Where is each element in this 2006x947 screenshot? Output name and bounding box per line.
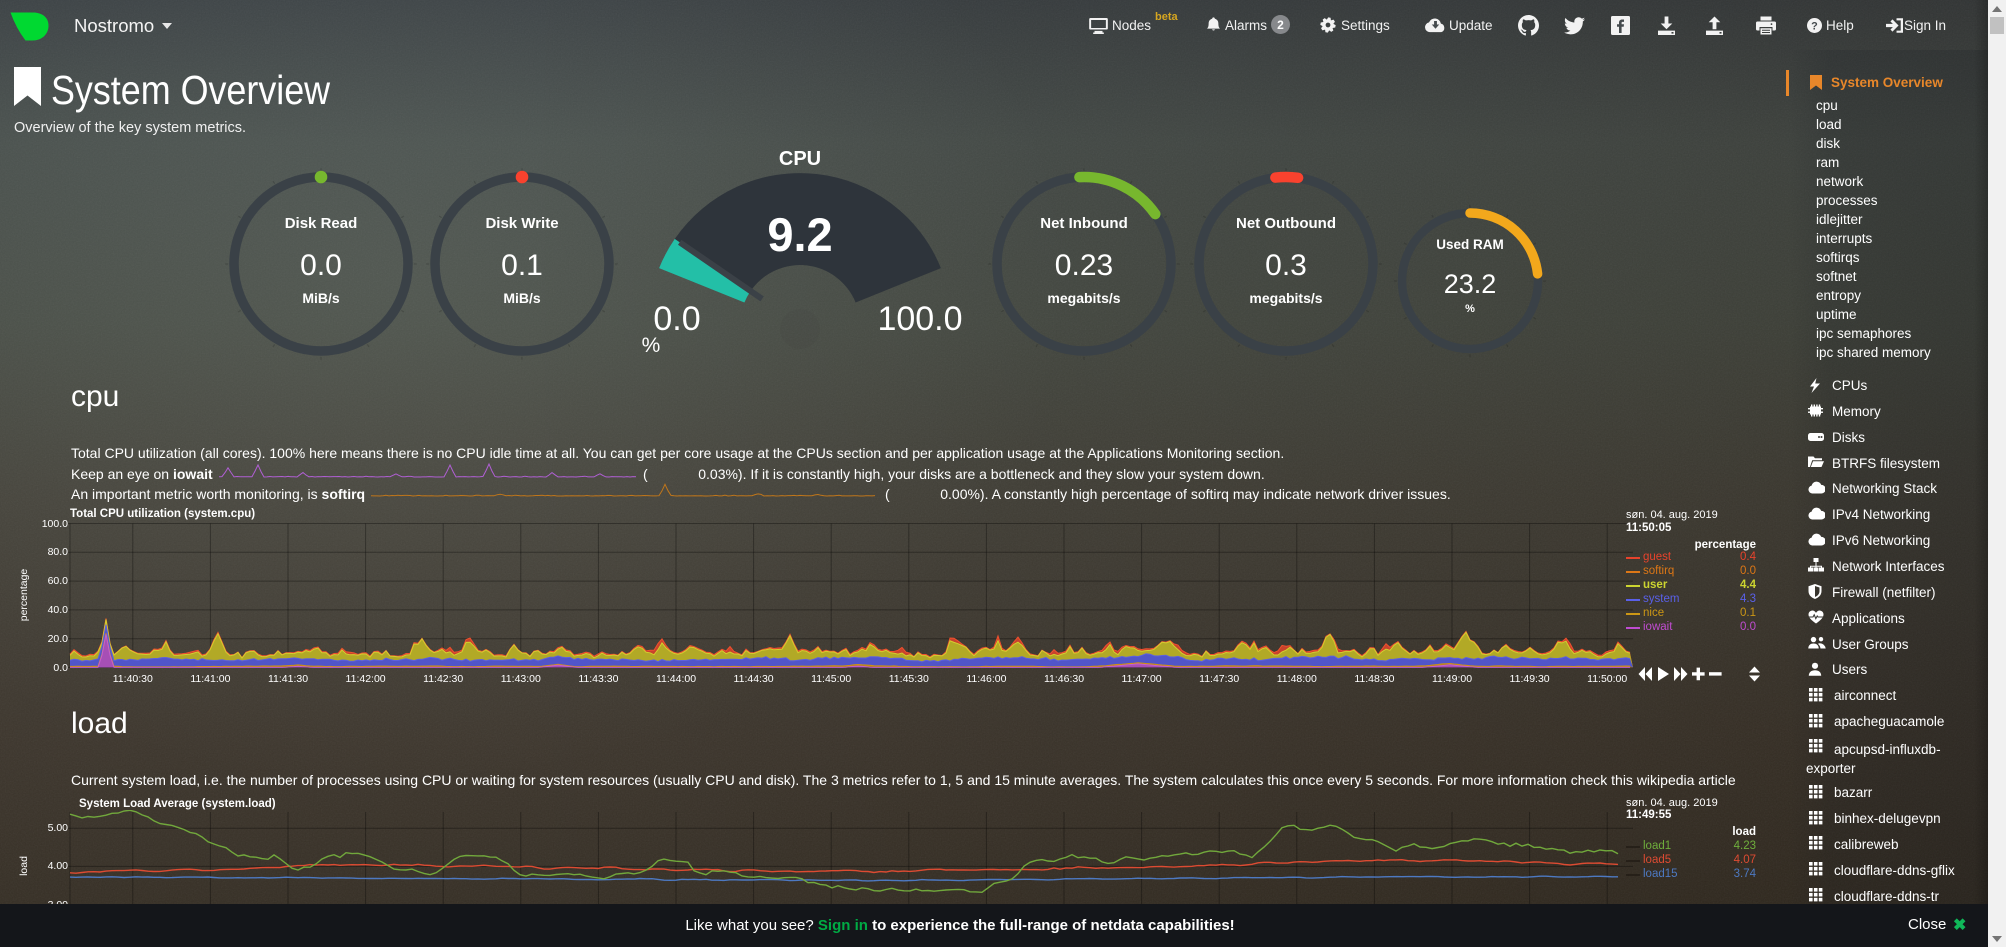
svg-text:?: ? bbox=[1811, 20, 1818, 32]
